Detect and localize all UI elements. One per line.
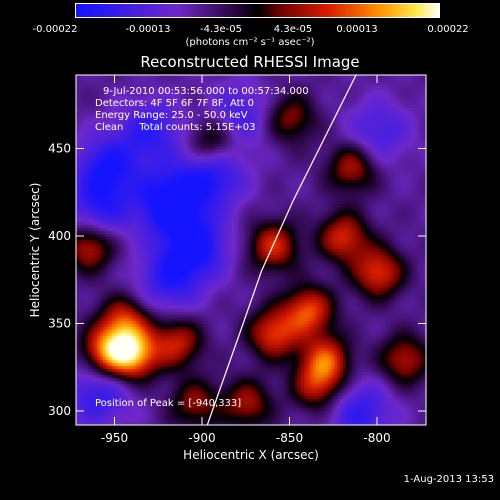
colorbar-tick-2: -0.00013 — [125, 24, 171, 35]
heatmap-image — [76, 75, 426, 425]
y-tick-label: 300 — [48, 404, 71, 418]
y-tick-label: 350 — [48, 317, 71, 331]
solar-limb-curve — [206, 74, 357, 426]
info-time-range: 9-Jul-2010 00:53:56.000 to 00:57:34.000 — [103, 86, 309, 97]
y-axis-label: Heliocentric Y (arcsec) — [28, 182, 42, 318]
y-ticks: 300 350 400 450 — [48, 142, 426, 418]
y-tick-label: 400 — [48, 229, 71, 243]
colorbar-tick-1: -0.00022 — [32, 24, 78, 35]
timestamp: 1-Aug-2013 13:53 — [403, 474, 494, 485]
x-axis-label: Heliocentric X (arcsec) — [183, 448, 319, 462]
colorbar-unit-label: (photons cm⁻² s⁻¹ asec⁻²) — [185, 37, 315, 48]
colorbar — [75, 3, 440, 18]
colorbar-tick-4: 4.3e-05 — [273, 24, 313, 35]
colorbar-tick-5: 0.00013 — [336, 24, 378, 35]
plot-frame — [75, 74, 427, 426]
y-tick-label: 450 — [48, 142, 71, 156]
x-tick-label: -950 — [101, 431, 128, 445]
info-detectors: Detectors: 4F 5F 6F 7F 8F, Att 0 — [95, 98, 255, 109]
chart-title: Reconstructed RHESSI Image — [140, 53, 360, 71]
x-tick-label: -800 — [363, 431, 390, 445]
peak-position-label: Position of Peak = [-940,333] — [95, 398, 242, 409]
info-energy-range: Energy Range: 25.0 - 50.0 keV — [95, 110, 248, 121]
info-clean-counts: Clean Total counts: 5.15E+03 — [95, 122, 256, 133]
colorbar-tick-6: 0.00022 — [427, 24, 469, 35]
x-ticks: -950 -900 -850 -800 — [101, 75, 391, 445]
x-tick-label: -900 — [188, 431, 215, 445]
colorbar-tick-3: -4.3e-05 — [200, 24, 242, 35]
x-tick-label: -850 — [276, 431, 303, 445]
